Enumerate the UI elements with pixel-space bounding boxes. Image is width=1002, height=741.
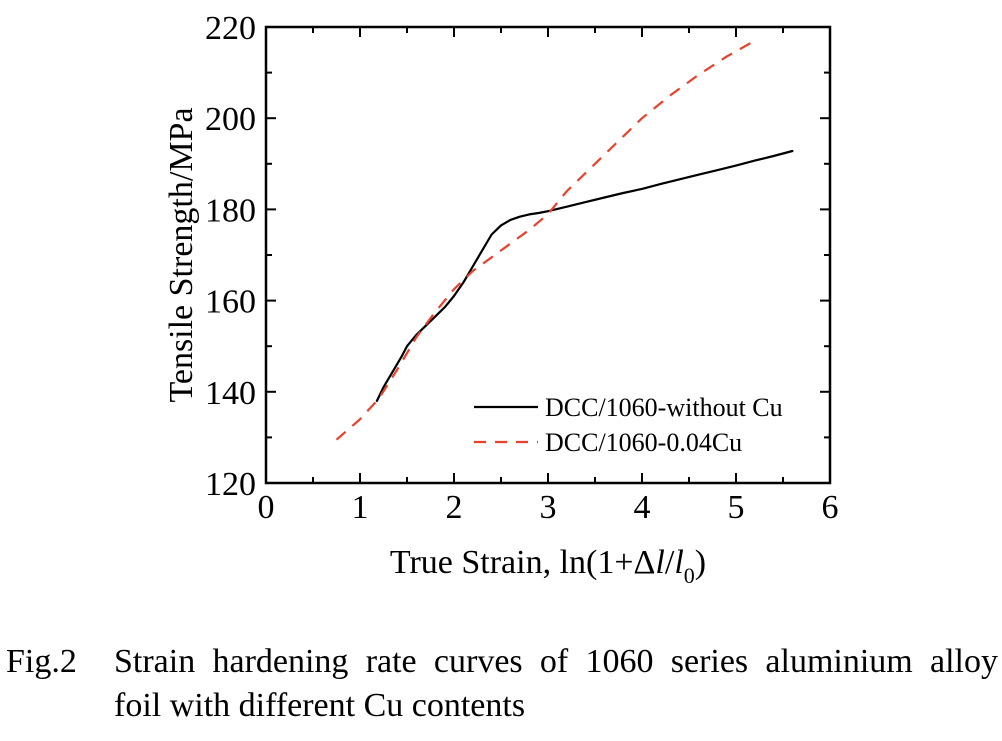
legend: DCC/1060-without Cu DCC/1060-0.04Cu [474, 393, 783, 457]
chart: 0 1 2 3 4 5 6 120 140 160 180 200 220 Tensile Stren… [163, 10, 839, 588]
y-tick-label: 180 [205, 192, 256, 229]
x-tick-label: 4 [634, 489, 651, 526]
x-tick-label: 6 [822, 489, 839, 526]
x-tick-label: 0 [258, 489, 275, 526]
x-tick-label: 1 [352, 489, 369, 526]
caption-line-1: Strain hardening rate curves of 1060 ser… [114, 643, 998, 680]
x-axis-ticks: 0 1 2 3 4 5 6 [258, 27, 839, 526]
caption-number: Fig.2 [6, 643, 77, 680]
caption-line-2: foil with different Cu contents [114, 687, 526, 724]
x-tick-label: 3 [540, 489, 557, 526]
y-tick-label: 120 [205, 466, 256, 503]
legend-label-without-cu: DCC/1060-without Cu [545, 393, 783, 422]
y-axis-ticks: 120 140 160 180 200 220 [205, 10, 830, 503]
y-tick-label: 140 [205, 375, 256, 412]
x-axis-title: True Strain, ln(1+Δl/l0) [390, 544, 706, 588]
x-tick-label: 2 [446, 489, 463, 526]
y-tick-label: 200 [205, 101, 256, 138]
series-layer [335, 39, 794, 441]
series-line-without-cu [375, 149, 794, 402]
y-tick-label: 160 [205, 284, 256, 321]
y-tick-label: 220 [205, 10, 256, 47]
legend-label-0-04cu: DCC/1060-0.04Cu [545, 428, 742, 457]
y-axis-title: Tensile Strength/MPa [163, 107, 200, 402]
x-tick-label: 5 [728, 489, 745, 526]
series-line-0-04cu [335, 39, 756, 441]
